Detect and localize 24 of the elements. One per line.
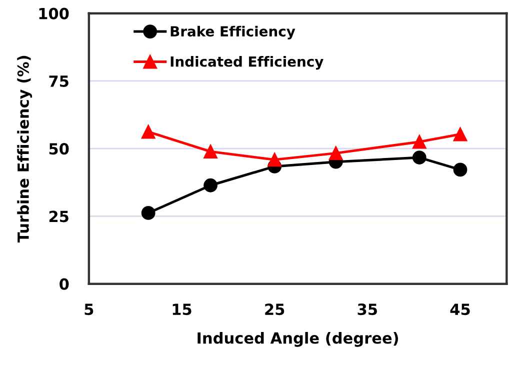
x-tick-label: 35 (358, 304, 377, 316)
point (328, 146, 343, 160)
x-axis-title: Induced Angle (degree) (198, 332, 398, 347)
point (453, 127, 468, 142)
x-tick-label: 5 (84, 304, 94, 316)
x-tick-label: 25 (265, 304, 284, 316)
point (268, 152, 282, 167)
y-tick-label: 75 (49, 76, 68, 87)
point (141, 124, 156, 139)
point (412, 134, 426, 149)
y-tick-label: 100 (39, 8, 69, 20)
legend-label: Indicated Efficiency (170, 56, 324, 70)
y-tick-label: 0 (60, 278, 69, 290)
point (453, 162, 468, 177)
legend-label: Brake Efficiency (170, 26, 296, 40)
y-axis-title: Turbine Efficiency (%) (17, 56, 32, 243)
y-tick-label: 25 (49, 210, 68, 222)
x-tick-label: 45 (450, 304, 470, 316)
point (412, 150, 426, 164)
point (141, 206, 156, 220)
point (204, 144, 218, 159)
point (204, 178, 218, 192)
x-tick-label: 15 (172, 304, 192, 316)
y-tick-label: 50 (49, 143, 69, 155)
